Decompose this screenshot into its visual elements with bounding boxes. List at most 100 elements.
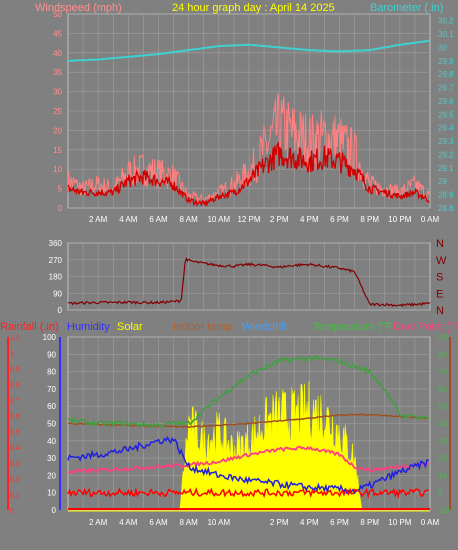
temp-tick-label: -10 (438, 506, 450, 515)
legend-rainfall: Rainfall (.in) (0, 321, 59, 333)
x-tick-label: 8 PM (360, 518, 379, 527)
y-left-tick-label: 45 (53, 29, 62, 38)
wind-direction-line (67, 256, 431, 308)
y-right-tick-label: 29.1 (438, 164, 454, 173)
x-tick-label: 2 AM (89, 215, 108, 224)
y-right-tick-label: 28.9 (438, 191, 454, 200)
rain-tick-label: 0.6 (10, 414, 20, 421)
y-left-tick-label: 15 (53, 146, 62, 155)
x-tick-label: 6 AM (149, 518, 168, 527)
legend-indoor-temp: Indoor temp (173, 321, 232, 333)
y-right-tick-label: 30.1 (438, 30, 454, 39)
y-right-tick-label: 29.8 (438, 70, 454, 79)
temp-tick-label: 90 (438, 333, 447, 342)
rain-tick-label: 0.7 (10, 398, 20, 405)
y-right-tick-label: 29.9 (438, 57, 454, 66)
temp-tick-label: 30 (438, 437, 447, 446)
humidity-tick-label: 60 (47, 402, 56, 411)
humidity-tick-label: 50 (47, 420, 56, 429)
y-left-tick-label: 35 (53, 68, 62, 77)
panel1-left-label: Windspeed (mph) (35, 2, 122, 14)
y-left-tick-label: 40 (53, 49, 62, 58)
barometer-line (67, 39, 431, 62)
rain-tick-label: 0.3 (10, 461, 20, 468)
rain-tick-label: 0.9 (10, 366, 20, 373)
humidity-tick-label: 20 (47, 471, 56, 480)
humidity-tick-label: 10 (47, 489, 56, 498)
temp-tick-label: 20 (438, 454, 447, 463)
humidity-line (67, 435, 429, 495)
direction-tick-label: 270 (49, 256, 63, 265)
windspeed-avg-line (67, 141, 430, 207)
x-tick-label: 8 AM (180, 215, 199, 224)
y-left-tick-label: 30 (53, 88, 62, 97)
compass-label: N (436, 238, 444, 250)
direction-tick-label: 0 (58, 306, 63, 315)
rain-tick-label: 1 (10, 351, 14, 358)
temperature-line (67, 445, 430, 474)
panel1-title: 24 hour graph day : April 14 2025 (172, 2, 335, 14)
y-right-tick-label: 29.7 (438, 84, 454, 93)
compass-label: S (436, 272, 443, 284)
x-tick-label: 2 PM (270, 518, 289, 527)
panel1-right-label: Barometer (.in) (370, 2, 443, 14)
compass-label: W (436, 255, 447, 267)
y-left-tick-label: 10 (53, 165, 62, 174)
direction-tick-label: 360 (49, 239, 63, 248)
x-tick-label: 2 PM (270, 215, 289, 224)
temp-tick-label: 80 (438, 350, 447, 359)
temp-tick-label: 70 (438, 368, 447, 377)
rain-tick-label: 0.5 (10, 429, 20, 436)
x-tick-label: 6 PM (330, 518, 349, 527)
x-tick-label: 4 AM (119, 518, 138, 527)
dew-point-line (67, 486, 429, 500)
y-left-tick-label: 5 (58, 185, 63, 194)
y-right-tick-label: 28.8 (438, 204, 454, 213)
y-left-tick-label: 50 (53, 10, 62, 19)
x-tick-label: 10 AM (207, 215, 230, 224)
legend-solar: Solar (117, 321, 143, 333)
y-left-tick-label: 25 (53, 107, 62, 116)
y-right-tick-label: 29.2 (438, 150, 454, 159)
temp-tick-label: 50 (438, 402, 447, 411)
x-tick-label: 4 PM (300, 215, 319, 224)
rain-tick-label: 0 (10, 508, 14, 515)
humidity-tick-label: 90 (47, 350, 56, 359)
y-right-tick-label: 29.4 (438, 124, 454, 133)
legend-temperature: Temperature (°F) (313, 321, 396, 333)
x-tick-label: 0 AM (421, 518, 440, 527)
rain-tick-label: 0.2 (10, 477, 20, 484)
x-tick-label: 10 PM (388, 215, 411, 224)
x-tick-label: 10 AM (207, 518, 230, 527)
legend-windchill: Windchill (242, 321, 286, 333)
y-right-tick-label: 30 (438, 43, 447, 52)
rain-tick-label: 1.1 (10, 335, 20, 342)
humidity-tick-label: 30 (47, 454, 56, 463)
compass-label: E (436, 288, 443, 300)
windchill-line (67, 354, 429, 429)
y-left-tick-label: 0 (58, 204, 63, 213)
x-tick-label: 6 PM (330, 215, 349, 224)
legend-dew-point: Dew Point (°F) (393, 321, 458, 333)
humidity-tick-label: 80 (47, 368, 56, 377)
x-tick-label: 4 AM (119, 215, 138, 224)
legend-humidity: Humidity (67, 321, 110, 333)
rain-tick-label: 0.4 (10, 445, 20, 452)
windspeed-gust-line (67, 93, 430, 204)
temp-tick-label: 0 (438, 489, 443, 498)
compass-label: N (436, 305, 444, 317)
y-left-tick-label: 20 (53, 126, 62, 135)
x-tick-label: 6 AM (149, 215, 168, 224)
direction-tick-label: 90 (53, 289, 62, 298)
humidity-tick-label: 40 (47, 437, 56, 446)
x-tick-label: 8 PM (360, 215, 379, 224)
y-right-tick-label: 29.3 (438, 137, 454, 146)
temp-tick-label: 40 (438, 420, 447, 429)
direction-tick-label: 180 (49, 273, 63, 282)
humidity-tick-label: 100 (43, 333, 57, 342)
x-tick-label: 0 AM (421, 215, 440, 224)
x-tick-label: 2 AM (89, 518, 108, 527)
temp-tick-label: 10 (438, 471, 447, 480)
